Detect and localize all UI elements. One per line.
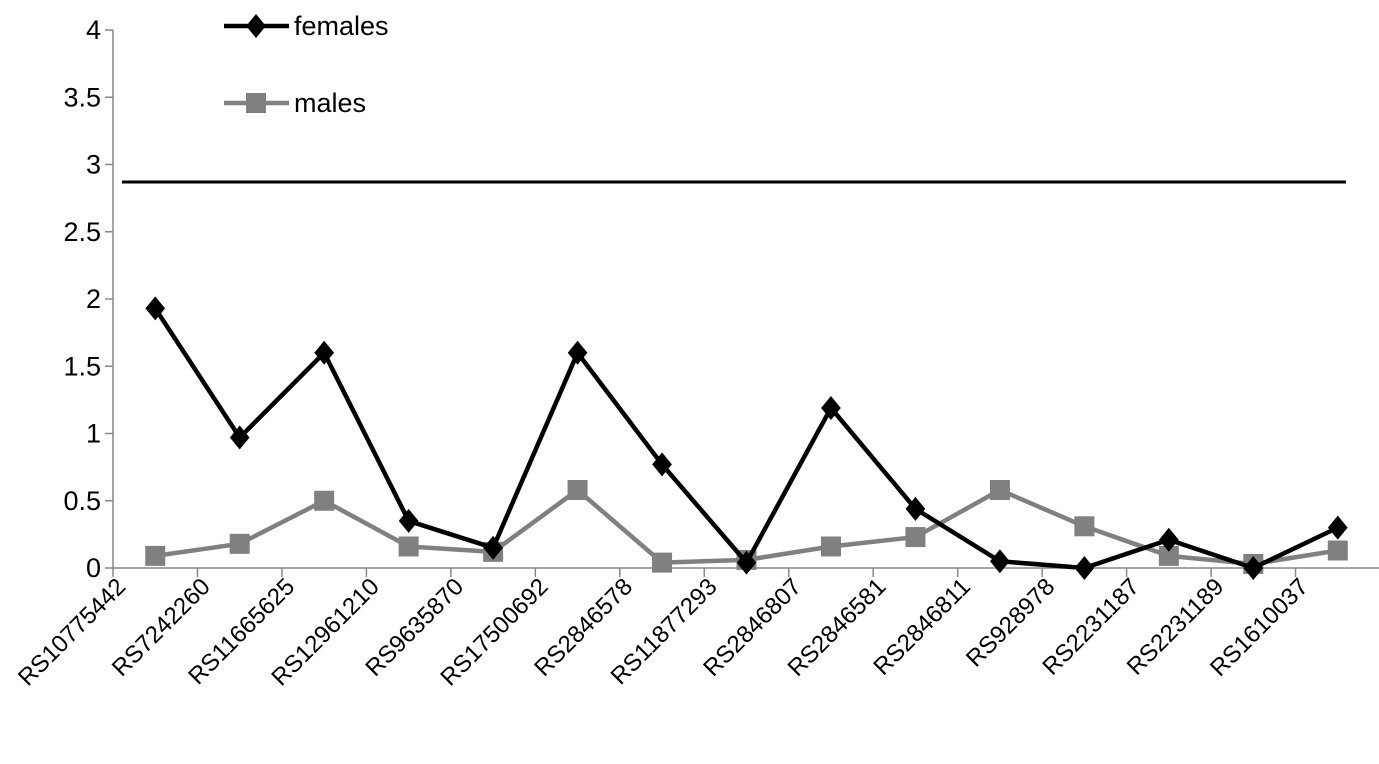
y-tick-label: 2.5 — [63, 217, 101, 247]
data-point-females — [314, 340, 335, 365]
data-point-females — [905, 496, 926, 521]
y-tick-label: 0 — [86, 553, 101, 583]
series-line-females — [153, 307, 1339, 571]
series-females — [145, 296, 1348, 580]
data-point-males — [820, 536, 841, 557]
data-point-males — [1158, 545, 1179, 566]
data-point-females — [821, 395, 841, 420]
data-point-females — [1158, 527, 1179, 552]
legend-marker-males — [246, 93, 266, 113]
data-point-females — [1327, 515, 1348, 540]
legend-label-females: females — [294, 11, 389, 41]
y-tick-label: 3.5 — [63, 82, 101, 112]
data-point-males — [1327, 540, 1348, 561]
legend-item-males: males — [224, 88, 366, 118]
x-tick-label: RS10775442 — [13, 573, 131, 691]
legend-label-males: males — [294, 88, 366, 118]
legend-marker-females — [246, 14, 266, 38]
data-point-females — [652, 452, 672, 477]
data-point-females — [1074, 556, 1095, 580]
legend-item-females: females — [224, 11, 389, 41]
data-point-males — [989, 479, 1010, 500]
y-tick-label: 0.5 — [63, 486, 101, 516]
data-point-females — [990, 549, 1010, 574]
data-point-females — [736, 550, 757, 575]
data-point-females — [567, 340, 588, 365]
series-group — [145, 296, 1348, 580]
data-point-females — [229, 425, 250, 450]
data-point-males — [905, 527, 926, 548]
data-point-males — [1074, 516, 1095, 537]
data-point-males — [652, 552, 673, 573]
data-point-males — [398, 536, 419, 557]
data-point-males — [229, 533, 250, 554]
x-tick-labels: RS10775442RS7242260RS11665625RS12961210R… — [13, 573, 1314, 691]
data-point-males — [314, 490, 335, 511]
data-point-females — [1243, 556, 1264, 580]
y-tick-label: 1 — [86, 419, 101, 449]
y-tick-labels: 0 0.5 1 1.5 2 2.5 3 3.5 4 — [63, 15, 101, 583]
data-point-males — [567, 479, 588, 500]
data-point-females — [145, 296, 166, 321]
legend: females males — [224, 11, 389, 118]
data-point-females — [483, 535, 503, 560]
y-tick-label: 4 — [86, 15, 101, 45]
data-point-males — [145, 545, 166, 566]
y-tick-label: 2 — [86, 284, 101, 314]
data-point-females — [398, 508, 419, 533]
y-tick-label: 1.5 — [63, 351, 101, 381]
y-tick-label: 3 — [86, 150, 101, 180]
